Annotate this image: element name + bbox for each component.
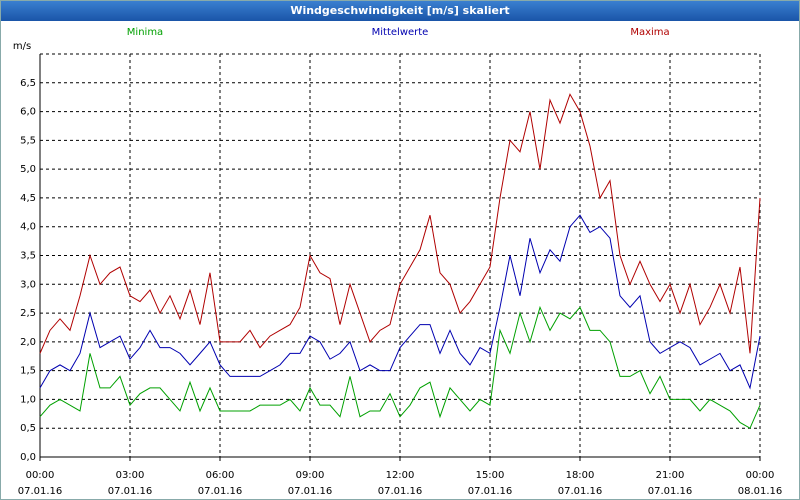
y-tick-label: 2,5	[20, 308, 36, 319]
series-line	[39, 93, 761, 354]
y-tick-label: 0,0	[20, 452, 36, 463]
x-tick-date: 07.01.16	[288, 486, 333, 497]
y-tick-label: 5,5	[20, 135, 36, 146]
series-line	[39, 214, 761, 390]
x-tick-date: 07.01.16	[18, 486, 63, 497]
legend-entry: Maxima	[630, 27, 669, 38]
x-tick-date: 07.01.16	[198, 486, 243, 497]
title-bar	[1, 1, 799, 21]
y-tick-label: 4,5	[20, 193, 36, 204]
y-tick-label: 2,0	[20, 337, 36, 348]
y-tick-label: 0,5	[20, 423, 36, 434]
x-tick-date: 08.01.16	[738, 486, 783, 497]
x-tick-label: 18:00	[566, 470, 595, 481]
x-tick-date: 07.01.16	[108, 486, 153, 497]
y-tick-label: 1,0	[20, 394, 36, 405]
y-tick-label: 4,0	[20, 222, 36, 233]
y-tick-label: 6,5	[20, 78, 36, 89]
legend-entry: Minima	[127, 27, 163, 38]
chart-title: Windgeschwindigkeit [m/s] skaliert	[290, 4, 509, 17]
legend-entry: Mittelwerte	[372, 27, 429, 38]
x-tick-label: 21:00	[656, 470, 685, 481]
x-tick-label: 00:00	[746, 470, 775, 481]
x-tick-date: 07.01.16	[558, 486, 603, 497]
x-tick-label: 03:00	[116, 470, 145, 481]
y-tick-label: 1,5	[20, 366, 36, 377]
y-tick-label: 3,5	[20, 251, 36, 262]
series-line	[39, 305, 761, 429]
x-tick-date: 07.01.16	[648, 486, 693, 497]
y-tick-label: 6,0	[20, 107, 36, 118]
x-tick-label: 06:00	[206, 470, 235, 481]
x-tick-label: 15:00	[476, 470, 505, 481]
x-tick-label: 00:00	[26, 470, 55, 481]
y-tick-label: 3,0	[20, 279, 36, 290]
x-tick-label: 09:00	[296, 470, 325, 481]
y-tick-label: 5,0	[20, 164, 36, 175]
x-tick-date: 07.01.16	[468, 486, 513, 497]
x-tick-date: 07.01.16	[378, 486, 423, 497]
y-axis-label: m/s	[13, 41, 31, 52]
x-tick-label: 12:00	[386, 470, 415, 481]
